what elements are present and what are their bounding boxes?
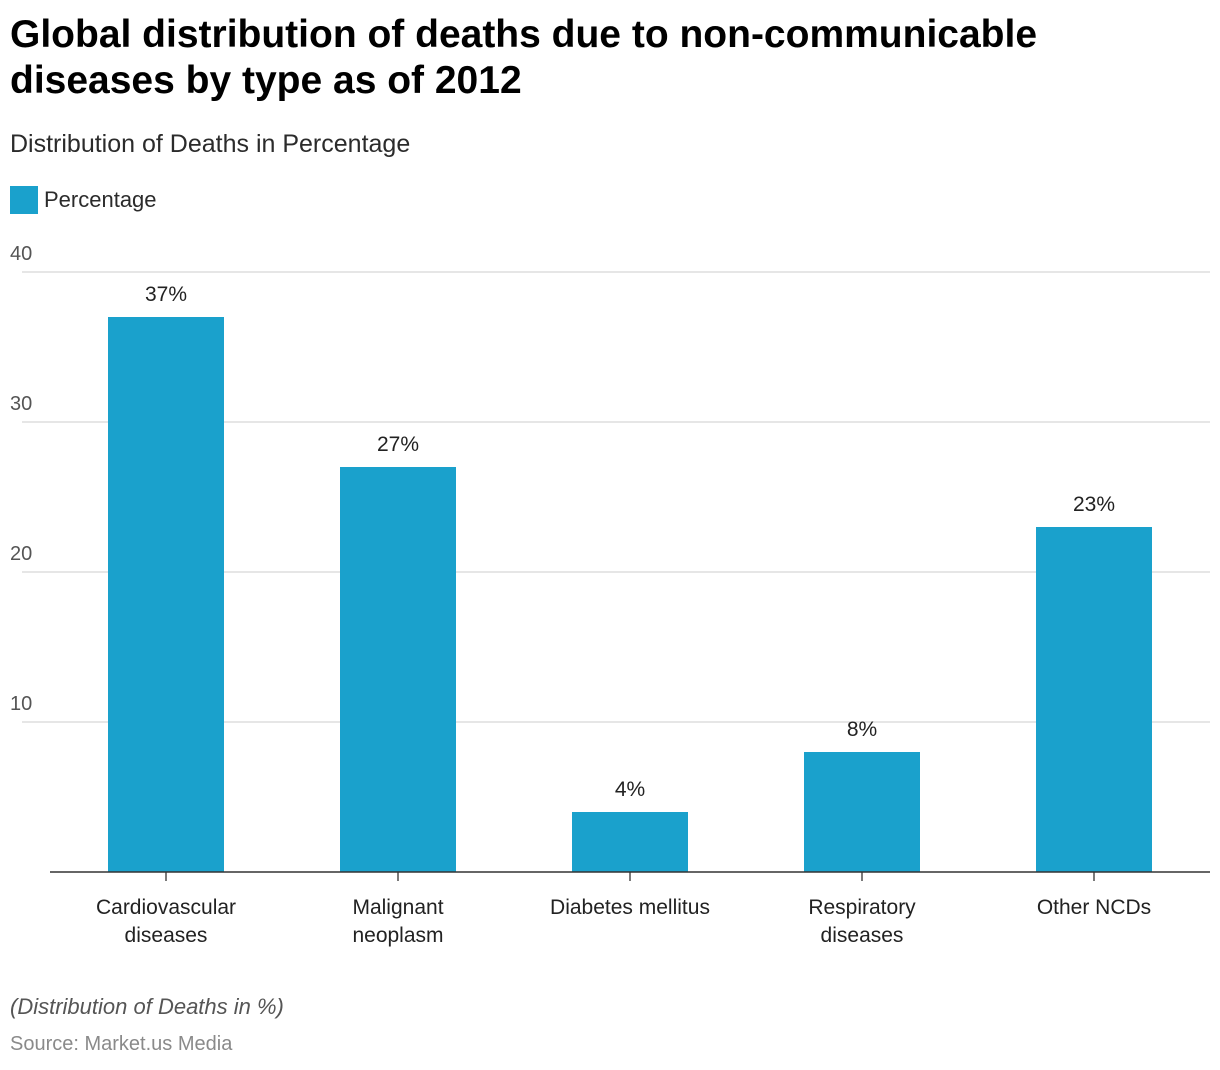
- bar: [108, 317, 224, 872]
- source-credit: Source: Market.us Media: [10, 1033, 233, 1055]
- legend-label: Percentage: [44, 187, 157, 212]
- data-label: 37%: [145, 283, 187, 306]
- chart-title: Global distribution of deaths due to non…: [10, 13, 1038, 102]
- legend-swatch: [10, 186, 38, 214]
- data-label: 8%: [847, 718, 877, 741]
- chart-subtitle: Distribution of Deaths in Percentage: [10, 130, 411, 158]
- bar: [804, 752, 920, 872]
- x-tick-label: neoplasm: [352, 924, 443, 947]
- x-tick-label: Cardiovascular: [96, 896, 236, 919]
- y-axis-ticks: 10 20 30 40: [10, 243, 32, 715]
- x-tick-label: Other NCDs: [1037, 896, 1151, 919]
- bar: [340, 467, 456, 872]
- x-tick-label: diseases: [125, 924, 208, 947]
- legend: Percentage: [10, 186, 157, 214]
- data-labels: 37% 27% 4% 8% 23%: [145, 283, 1115, 801]
- bar-chart: 10 20 30 40 37% 27% 4% 8% 23% Cardiovascular dis…: [10, 243, 1210, 947]
- data-label: 27%: [377, 433, 419, 456]
- bars: [108, 317, 1152, 872]
- x-tick-label: Malignant: [352, 896, 443, 919]
- data-label: 4%: [615, 778, 645, 801]
- footnote: (Distribution of Deaths in %): [10, 994, 284, 1019]
- y-tick-label: 20: [10, 543, 32, 565]
- data-label: 23%: [1073, 493, 1115, 516]
- bar: [1036, 527, 1152, 872]
- y-tick-label: 10: [10, 693, 32, 715]
- x-tick-label: Diabetes mellitus: [550, 896, 710, 919]
- x-axis: [50, 871, 1210, 881]
- y-tick-label: 30: [10, 393, 32, 415]
- x-tick-label: Respiratory: [808, 896, 916, 919]
- bar: [572, 812, 688, 872]
- y-tick-label: 40: [10, 243, 32, 265]
- x-tick-label: diseases: [821, 924, 904, 947]
- x-axis-ticks: Cardiovascular diseases Malignant neoplasm D…: [96, 896, 1151, 947]
